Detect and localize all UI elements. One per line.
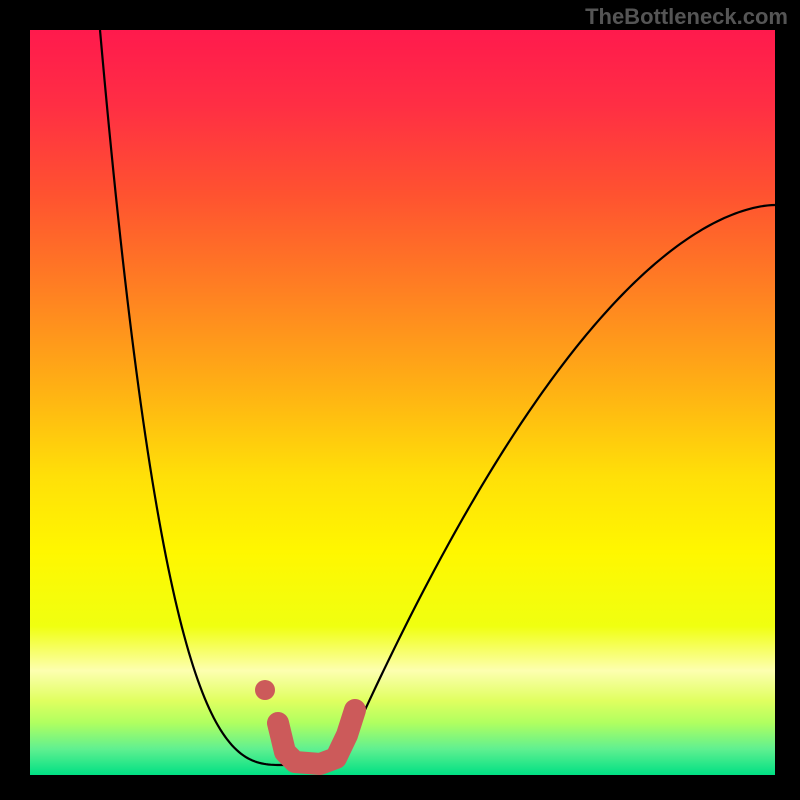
bottleneck-marker-dot — [255, 680, 275, 700]
plot-background-gradient — [30, 30, 775, 775]
bottleneck-chart — [0, 0, 800, 800]
chart-container: TheBottleneck.com — [0, 0, 800, 800]
watermark-text: TheBottleneck.com — [585, 4, 788, 30]
